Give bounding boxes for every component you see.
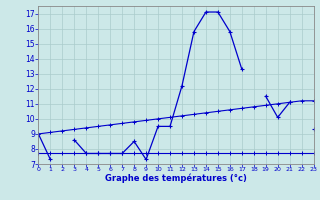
X-axis label: Graphe des températures (°c): Graphe des températures (°c) [105, 174, 247, 183]
